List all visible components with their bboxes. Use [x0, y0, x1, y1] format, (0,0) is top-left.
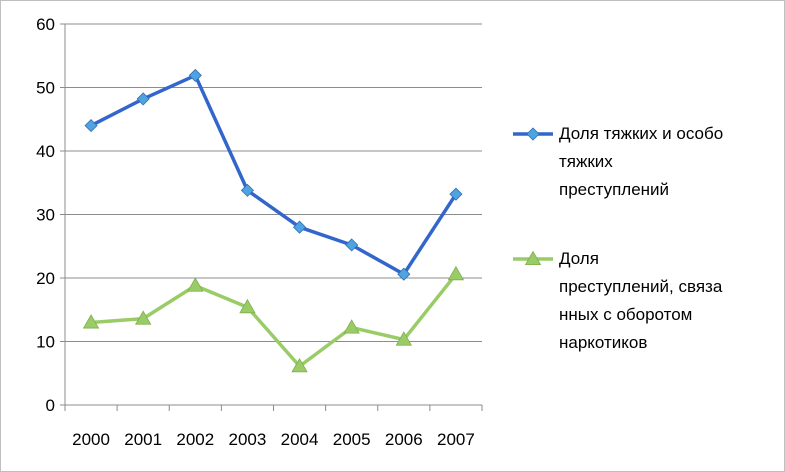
- legend-label-line: наркотиков: [559, 333, 648, 352]
- x-tick-label: 2000: [72, 430, 110, 449]
- y-tick-label: 20: [36, 269, 55, 288]
- legend-label-line: Доля: [559, 249, 599, 268]
- x-tick-label: 2007: [437, 430, 475, 449]
- data-point-2006: [397, 267, 411, 281]
- legend-label-line: нных с оборотом: [559, 305, 693, 324]
- data-point-2004: [291, 357, 308, 373]
- series-2: [82, 265, 465, 373]
- data-point-2001: [134, 310, 152, 325]
- y-tick-label: 40: [36, 142, 55, 161]
- x-tick-label: 2004: [281, 430, 319, 449]
- series-lines: [82, 68, 465, 373]
- data-point-2003: [239, 298, 256, 314]
- data-point-2005: [343, 319, 360, 334]
- data-point-2002: [187, 277, 204, 292]
- data-point-2004: [292, 220, 307, 234]
- data-point-2007: [447, 265, 465, 281]
- gridlines: [65, 23, 482, 342]
- x-tick-label: 2002: [176, 430, 214, 449]
- legend-entry-1: Доля тяжких и особо тяжких преступлений: [559, 120, 723, 204]
- x-tick-label: 2005: [333, 430, 371, 449]
- data-point-2005: [345, 238, 359, 252]
- y-tick-label: 60: [36, 15, 55, 34]
- series-line: [90, 73, 458, 276]
- data-point-2006: [395, 331, 413, 346]
- x-tick-label: 2006: [385, 430, 423, 449]
- y-tick-label: 0: [46, 396, 55, 415]
- y-tick-labels: 0 10 20 30 40 50 60: [36, 15, 55, 415]
- series-line: [90, 273, 458, 369]
- y-tick-label: 10: [36, 333, 55, 352]
- x-tick-label: 2001: [124, 430, 162, 449]
- legend-swatch-2: [513, 250, 553, 266]
- legend-label-line: преступлений: [559, 180, 670, 199]
- legend-label-line: Доля тяжких и особо: [559, 124, 724, 143]
- legend-marker: [526, 127, 540, 141]
- legend-swatch-1: [513, 127, 553, 141]
- axes: [60, 23, 483, 411]
- y-tick-label: 30: [36, 206, 55, 225]
- series-1: [84, 68, 463, 281]
- data-point-2000: [82, 314, 100, 329]
- legend-label-line: преступлений, связа: [559, 277, 723, 296]
- data-point-2000: [84, 119, 98, 133]
- legend-marker: [524, 250, 542, 266]
- x-tick-labels: 2000 2001 2002 2003 2004 2005 2006 2007: [72, 430, 475, 449]
- y-tick-label: 50: [36, 79, 55, 98]
- data-point-2003: [240, 183, 255, 197]
- legend-label-line: тяжких: [559, 152, 613, 171]
- legend-entry-2: Доля преступлений, связа нных с оборотом на…: [559, 245, 722, 357]
- data-point-2007: [449, 187, 463, 201]
- data-point-2001: [136, 92, 150, 106]
- data-point-2002: [188, 68, 202, 83]
- x-tick-label: 2003: [229, 430, 267, 449]
